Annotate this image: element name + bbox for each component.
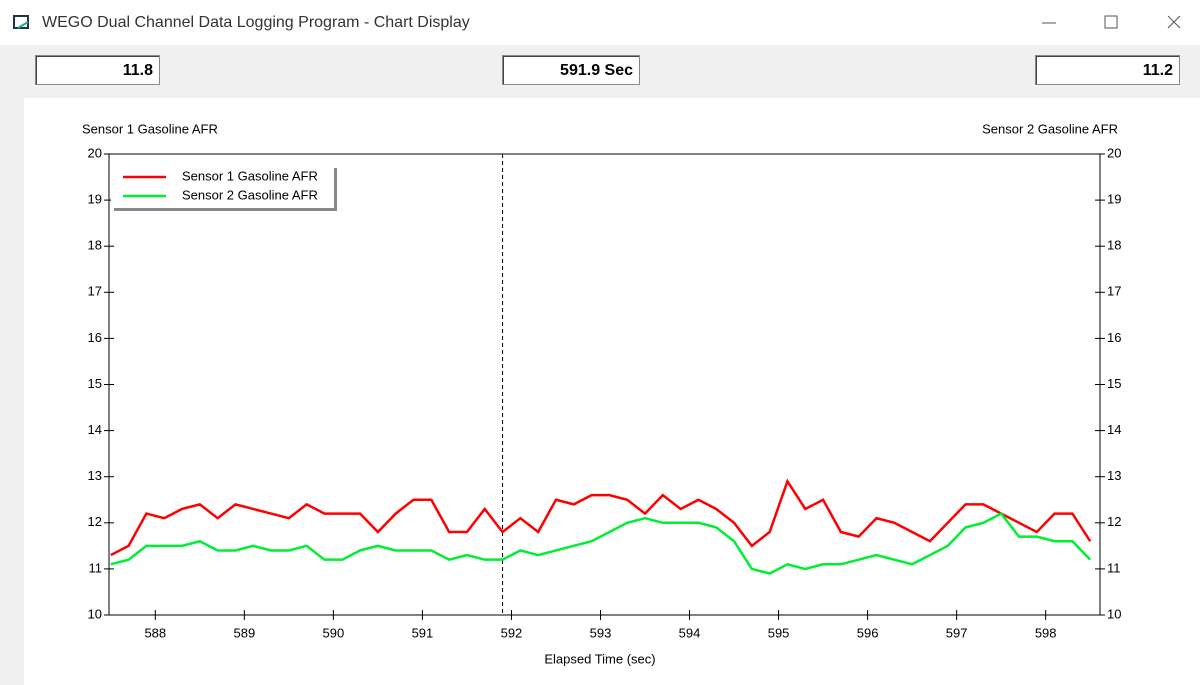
y-axis-label: Sensor 1 Gasoline AFR: [82, 121, 218, 136]
app-icon: [13, 15, 29, 29]
series-line: [110, 511, 1092, 575]
title-bar: WEGO Dual Channel Data Logging Program -…: [0, 0, 1200, 45]
y-tick-label: 20: [88, 145, 102, 160]
window-title: WEGO Dual Channel Data Logging Program -…: [42, 14, 470, 31]
readout-left: 11.8: [35, 55, 160, 85]
y-tick-label: 14: [88, 422, 102, 437]
x-tick-label: 591: [412, 625, 434, 640]
y-tick-label: 19: [88, 192, 102, 207]
y-tick-label: 10: [88, 606, 102, 621]
x-tick-label: 597: [946, 625, 968, 640]
maximize-button[interactable]: [1104, 15, 1118, 29]
readout-center: 591.9 Sec: [502, 55, 640, 85]
x-tick-label: 594: [679, 625, 701, 640]
y2-tick-label: 10: [1107, 606, 1121, 621]
y-tick-label: 18: [88, 238, 102, 253]
x-tick-label: 596: [857, 625, 879, 640]
x-axis-label: Elapsed Time (sec): [544, 651, 655, 666]
close-button[interactable]: [1167, 15, 1181, 29]
y2-tick-label: 11: [1107, 560, 1121, 575]
y2-tick-label: 18: [1107, 238, 1121, 253]
legend-label: Sensor 2 Gasoline AFR: [182, 187, 318, 202]
x-tick-label: 598: [1035, 625, 1057, 640]
y-tick-label: 12: [88, 514, 102, 529]
y2-tick-label: 20: [1107, 145, 1121, 160]
x-tick-label: 593: [590, 625, 612, 640]
readout-right: 11.2: [1035, 55, 1180, 85]
y2-tick-label: 13: [1107, 468, 1121, 483]
x-tick-label: 595: [768, 625, 790, 640]
x-tick-label: 592: [501, 625, 523, 640]
y2-axis-label: Sensor 2 Gasoline AFR: [982, 121, 1118, 136]
y-tick-label: 15: [88, 376, 102, 391]
y2-tick-label: 19: [1107, 192, 1121, 207]
y2-tick-label: 17: [1107, 284, 1121, 299]
window-controls[interactable]: [1030, 0, 1200, 45]
y-tick-label: 11: [89, 560, 103, 575]
x-tick-label: 589: [233, 625, 255, 640]
x-tick-label: 590: [323, 625, 345, 640]
series-line: [110, 478, 1092, 557]
y2-tick-label: 12: [1107, 514, 1121, 529]
legend-box: [111, 165, 334, 208]
x-tick-label: 588: [144, 625, 166, 640]
y2-tick-label: 14: [1107, 422, 1121, 437]
y-tick-label: 13: [88, 468, 102, 483]
y-tick-label: 16: [88, 330, 102, 345]
y2-tick-label: 15: [1107, 376, 1121, 391]
y2-tick-label: 16: [1107, 330, 1121, 345]
legend-label: Sensor 1 Gasoline AFR: [182, 168, 318, 183]
y-tick-label: 17: [88, 284, 102, 299]
